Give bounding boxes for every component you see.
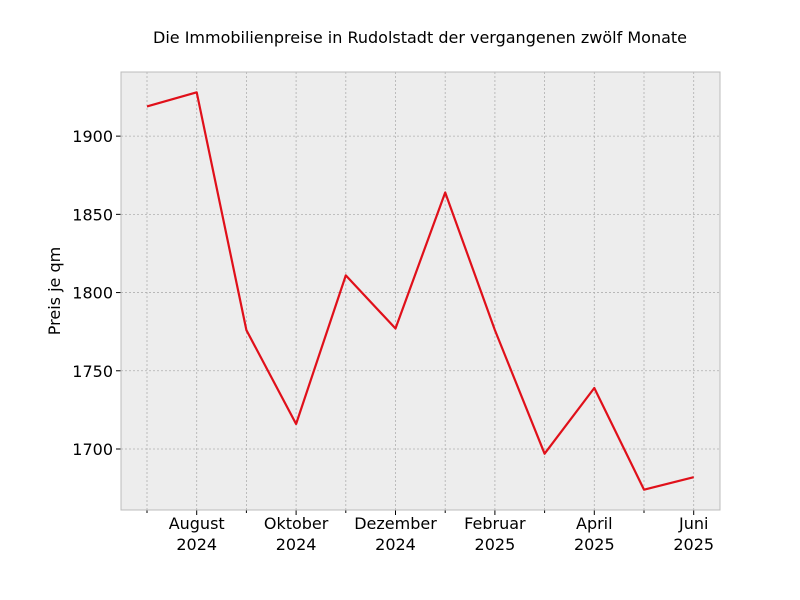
y-tick-label: 1850 bbox=[72, 205, 113, 224]
x-tick-label-year: 2025 bbox=[673, 535, 714, 554]
x-tick-label-month: August bbox=[169, 514, 225, 533]
plot-frame bbox=[120, 71, 721, 511]
plot-area bbox=[121, 72, 720, 510]
grid-lines bbox=[121, 72, 720, 510]
price-line bbox=[146, 91, 694, 491]
y-tick-label: 1700 bbox=[72, 440, 113, 459]
y-axis: 1700 1750 1800 1850 1900 bbox=[72, 127, 121, 459]
y-tick-label: 1800 bbox=[72, 284, 113, 303]
y-tick-label: 1900 bbox=[72, 127, 113, 146]
x-tick-label-month: Februar bbox=[464, 514, 526, 533]
x-tick-label-year: 2024 bbox=[276, 535, 317, 554]
chart-title: Die Immobilienpreise in Rudolstadt der v… bbox=[153, 28, 687, 47]
y-axis-label: Preis je qm bbox=[45, 247, 64, 335]
x-tick-label-month: Oktober bbox=[264, 514, 329, 533]
x-tick-label-month: April bbox=[576, 514, 613, 533]
x-tick-label-year: 2025 bbox=[475, 535, 516, 554]
x-axis: August 2024 Oktober 2024 Dezember 2024 Februar… bbox=[146, 510, 714, 554]
x-tick-label-year: 2025 bbox=[574, 535, 615, 554]
x-tick-label-year: 2024 bbox=[375, 535, 416, 554]
x-tick-label-year: 2024 bbox=[176, 535, 217, 554]
x-tick-label-month: Juni bbox=[678, 514, 708, 533]
x-tick-label-month: Dezember bbox=[354, 514, 437, 533]
data-series bbox=[146, 91, 694, 491]
y-tick-label: 1750 bbox=[72, 362, 113, 381]
